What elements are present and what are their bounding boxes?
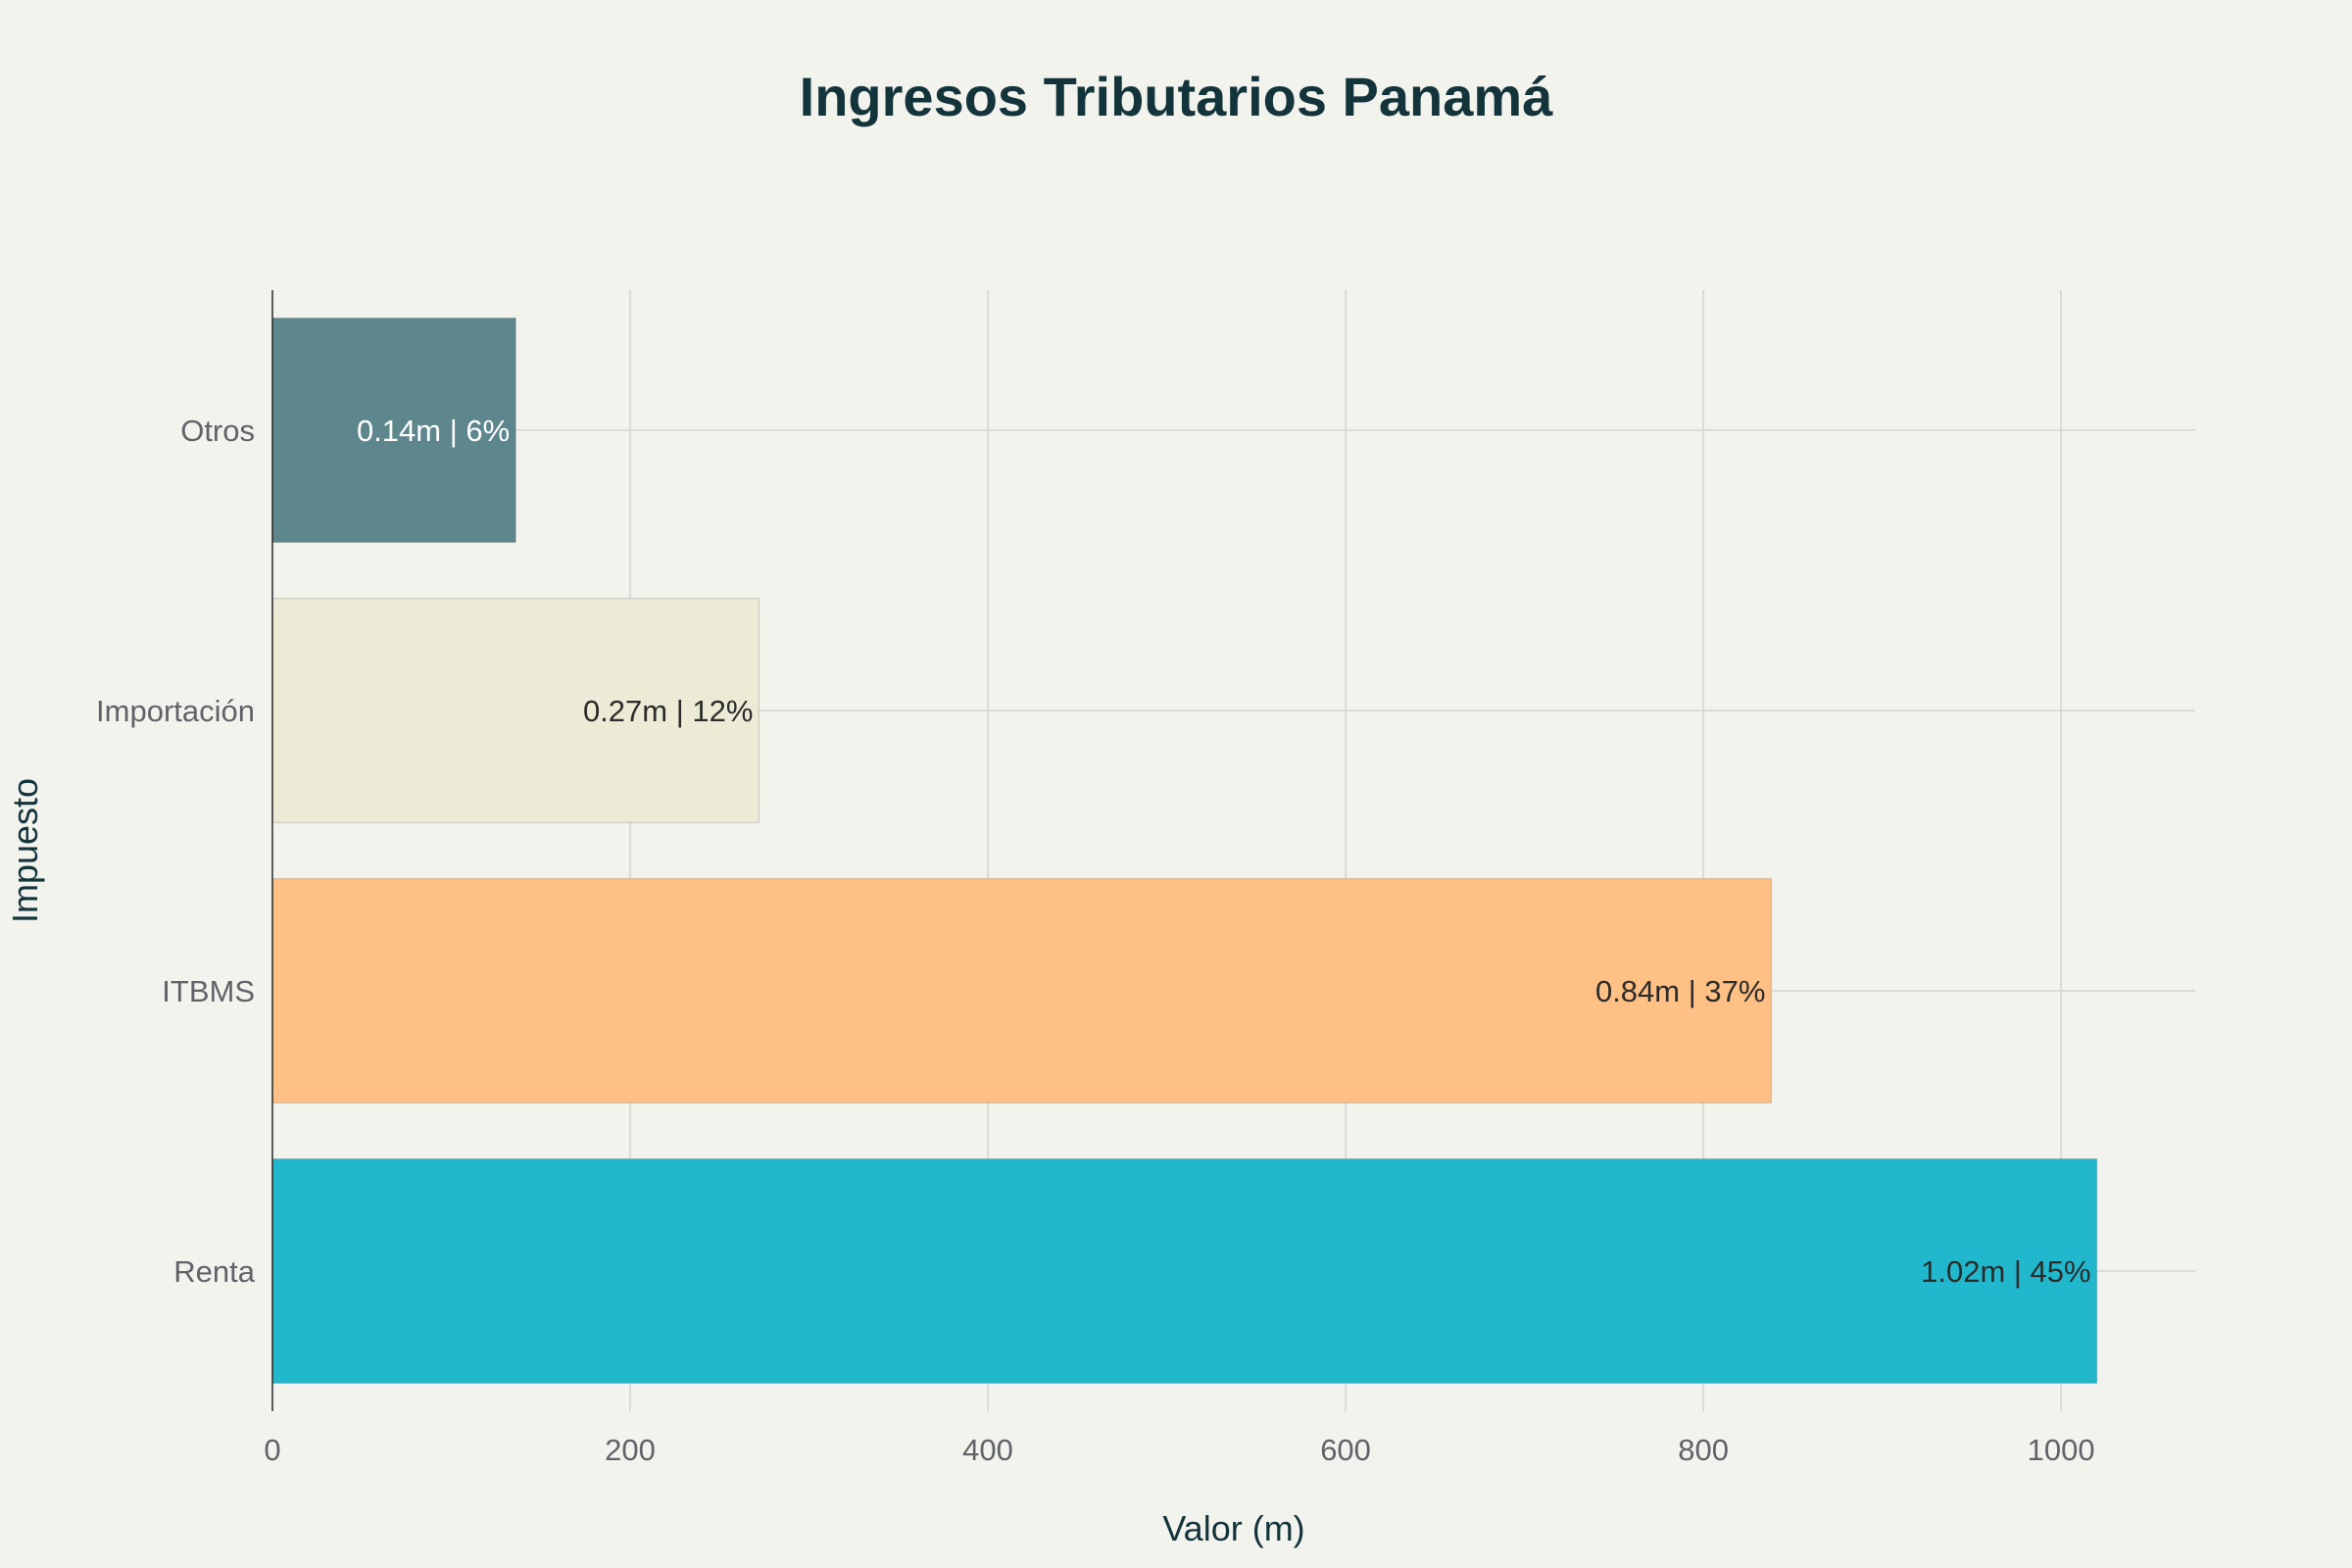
y-axis-title: Impuesto [5, 778, 45, 923]
x-axis-title: Valor (m) [1162, 1508, 1304, 1548]
bar-otros [271, 317, 516, 544]
y-tick-label: Otros [180, 414, 255, 448]
x-tick-label: 600 [1320, 1433, 1371, 1467]
tick-layer: Renta ITBMS Importación Otros 0 200 400 600 800 1… [96, 414, 2095, 1467]
x-tick-label: 800 [1678, 1433, 1729, 1467]
x-tick-label: 1000 [2028, 1433, 2095, 1467]
data-label: 0.84m | 37% [1595, 974, 1765, 1008]
x-tick-label: 400 [962, 1433, 1013, 1467]
chart-title: Ingresos Tributarios Panamá [800, 66, 1554, 127]
y-tick-label: ITBMS [162, 974, 255, 1008]
bar-renta [271, 1157, 2098, 1385]
x-tick-label: 200 [605, 1433, 656, 1467]
y-tick-label: Importación [96, 694, 255, 728]
bar-importacion [271, 597, 760, 824]
data-label: 0.14m | 6% [357, 414, 510, 448]
label-layer: 1.02m | 45% 0.84m | 37% 0.27m | 12% 0.14m |… [357, 414, 2091, 1289]
data-label: 1.02m | 45% [1921, 1254, 2090, 1289]
data-label: 0.27m | 12% [583, 694, 753, 728]
x-tick-label: 0 [264, 1433, 280, 1467]
bar-itbms [271, 877, 1773, 1104]
y-tick-label: Renta [173, 1254, 255, 1289]
bar-layer [271, 317, 2098, 1385]
